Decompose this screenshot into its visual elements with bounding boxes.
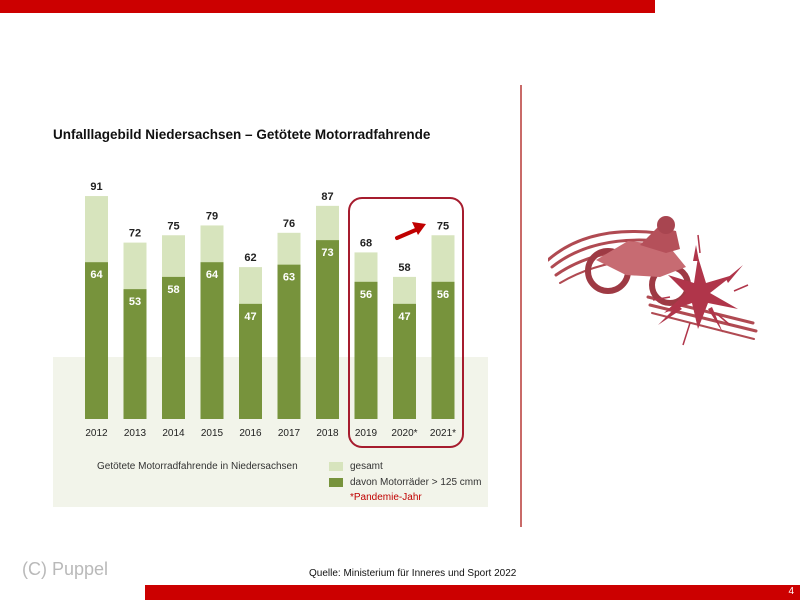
data-label-gesamt: 72 <box>129 228 141 240</box>
x-tick-label: 2017 <box>278 428 301 439</box>
data-label-motorraeder: 73 <box>321 247 333 259</box>
data-label-motorraeder: 58 <box>167 284 179 296</box>
legend-swatch-gesamt <box>329 462 343 471</box>
x-tick-label: 2016 <box>239 428 262 439</box>
bar-motorraeder <box>277 264 301 419</box>
data-label-gesamt: 75 <box>437 220 449 232</box>
page-number: 4 <box>788 586 794 597</box>
bar-motorraeder <box>123 289 147 419</box>
motorcycle-crash-illustration <box>548 216 758 346</box>
legend-swatch-motorraeder <box>329 478 343 487</box>
data-label-gesamt: 62 <box>244 252 256 264</box>
data-label-motorraeder: 56 <box>437 289 449 301</box>
legend-label-gesamt: gesamt <box>350 461 383 472</box>
bar-motorraeder <box>431 281 455 419</box>
bar-motorraeder <box>393 303 416 419</box>
source-text: Quelle: Ministerium für Inneres und Spor… <box>309 568 517 579</box>
data-label-motorraeder: 47 <box>398 311 410 323</box>
x-tick-label: 2018 <box>316 428 339 439</box>
trend-arrow-head <box>412 222 426 235</box>
vertical-divider <box>520 85 522 527</box>
bar-motorraeder <box>85 262 108 419</box>
data-label-motorraeder: 64 <box>206 269 219 281</box>
highlight-box <box>348 197 464 448</box>
chart-title: Unfalllagebild Niedersachsen – Getötete … <box>53 127 431 142</box>
x-tick-label: 2014 <box>162 428 185 439</box>
data-label-gesamt: 76 <box>283 218 295 230</box>
bar-motorraeder <box>239 303 262 419</box>
data-label-gesamt: 91 <box>90 181 102 193</box>
data-label-motorraeder: 47 <box>244 311 256 323</box>
legend-label-motorraeder: davon Motorräder > 125 cmm <box>350 477 482 488</box>
bar-motorraeder <box>162 276 185 419</box>
copyright-text: (C) Puppel <box>22 559 109 579</box>
top-accent-bar <box>0 0 655 13</box>
x-tick-label: 2020* <box>391 428 417 439</box>
bottom-accent-bar <box>145 585 800 600</box>
legend-note: Getötete Motorradfahrende in Niedersachs… <box>97 461 298 472</box>
pandemic-note: *Pandemie-Jahr <box>350 492 422 503</box>
data-label-gesamt: 87 <box>321 191 333 203</box>
data-label-gesamt: 68 <box>360 237 372 249</box>
bar-motorraeder <box>354 281 378 419</box>
bar-motorraeder <box>200 262 224 419</box>
trend-arrow-shaft <box>395 227 420 240</box>
data-label-motorraeder: 63 <box>283 272 295 284</box>
data-label-gesamt: 75 <box>167 220 179 232</box>
data-label-motorraeder: 64 <box>90 269 103 281</box>
x-tick-label: 2013 <box>124 428 147 439</box>
x-tick-label: 2019 <box>355 428 378 439</box>
bar-chart: 91 64 2012 72 53 2013 75 58 2014 79 64 2015 62 47 2016… <box>85 181 456 439</box>
data-label-motorraeder: 53 <box>129 296 141 308</box>
x-tick-label: 2021* <box>430 428 456 439</box>
x-tick-label: 2015 <box>201 428 224 439</box>
bar-motorraeder <box>316 240 339 419</box>
x-tick-label: 2012 <box>85 428 108 439</box>
data-label-gesamt: 58 <box>398 262 410 274</box>
data-label-motorraeder: 56 <box>360 289 372 301</box>
data-label-gesamt: 79 <box>206 210 218 222</box>
